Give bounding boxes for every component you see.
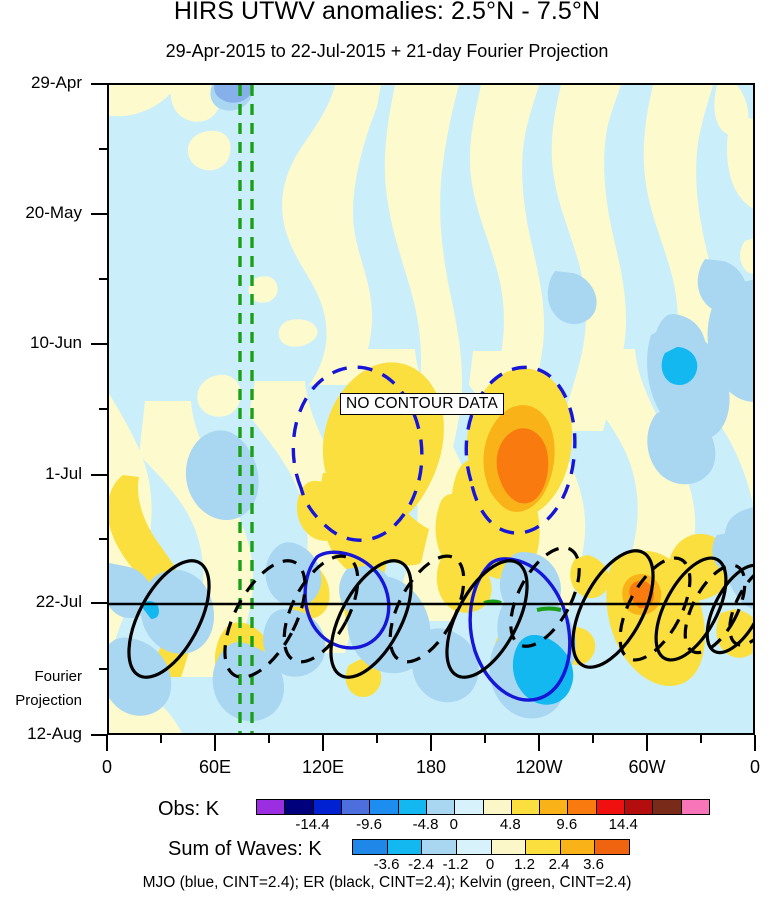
y-axis-label-10-jun: 10-Jun xyxy=(30,333,82,352)
y-tick-major xyxy=(91,213,107,215)
colorbar-obs-label: Obs: K xyxy=(158,798,220,820)
colorbar-segment xyxy=(257,800,286,814)
y-tick-major xyxy=(91,734,107,736)
y-tick-major xyxy=(91,343,107,345)
no-contour-data-badge: NO CONTOUR DATA xyxy=(340,393,504,415)
x-axis-label-60e: 60E xyxy=(198,757,232,777)
colorbar-segment xyxy=(595,840,629,854)
colorbar-tick-label: -4.8 xyxy=(412,816,439,833)
shading-neg-light xyxy=(109,259,753,722)
x-tick-major xyxy=(430,735,432,751)
colorbar-segment xyxy=(540,800,569,814)
fourier-projection-note-line2: Projection xyxy=(15,692,82,709)
y-tick-minor xyxy=(99,408,107,410)
colorbar-segment xyxy=(370,800,399,814)
x-axis-label-60w: 60W xyxy=(628,757,666,777)
x-axis-label-0w: 0 xyxy=(749,757,761,777)
colorbar-segment xyxy=(353,840,388,854)
kelvin-contour-segments xyxy=(483,599,562,612)
colorbar-segment xyxy=(681,800,709,814)
colorbar-segment xyxy=(456,840,492,854)
colorbar-segment xyxy=(596,800,626,814)
colorbar-segment xyxy=(313,800,342,814)
colorbar-segment xyxy=(426,800,456,814)
colorbar-tick-label: 0 xyxy=(485,856,495,873)
colorbar-tick-label: 14.4 xyxy=(608,816,638,833)
colorbar-tick-label: -2.4 xyxy=(408,856,434,873)
colorbar-segment xyxy=(398,800,427,814)
colorbar-segment xyxy=(483,800,512,814)
colorbar-tick-label: 4.8 xyxy=(499,816,521,833)
y-axis-label-1-jul: 1-Jul xyxy=(45,464,82,483)
x-tick-major xyxy=(214,735,216,751)
y-axis-label-22-jul: 22-Jul xyxy=(35,592,82,611)
colorbar-obs-swatches xyxy=(256,799,710,815)
colorbar-tick-label: -1.2 xyxy=(442,856,469,873)
mjo-contours-solid xyxy=(303,550,572,702)
colorbar-segment xyxy=(526,840,561,854)
shading-neg-medium xyxy=(142,347,698,705)
y-tick-minor xyxy=(99,148,107,150)
x-axis-label-120e: 120E xyxy=(301,757,345,777)
colorbar-tick-label: 3.6 xyxy=(583,856,604,873)
y-axis-label-29-apr: 29-Apr xyxy=(30,73,82,92)
colorbar-segment xyxy=(285,800,314,814)
x-tick-minor xyxy=(160,735,162,743)
x-axis-label-0e: 0 xyxy=(101,757,113,777)
colorbar-tick-label: 1.2 xyxy=(514,856,535,873)
x-axis-label-180: 180 xyxy=(415,757,447,777)
colorbar-segment xyxy=(560,840,596,854)
colorbar-segment xyxy=(568,800,597,814)
y-axis-label-20-may: 20-May xyxy=(25,203,82,222)
colorbar-segment xyxy=(653,800,682,814)
x-tick-major xyxy=(754,735,756,751)
colorbar-segment xyxy=(455,800,484,814)
colorbar-segment xyxy=(387,840,423,854)
colorbar-segment xyxy=(625,800,654,814)
figure-caption: MJO (blue, CINT=2.4); ER (black, CINT=2.… xyxy=(142,874,632,891)
x-tick-minor xyxy=(484,735,486,743)
kelvin-wave-lines xyxy=(238,85,254,733)
colorbar-segment xyxy=(511,800,541,814)
page-subtitle: 29-Apr-2015 to 22-Jul-2015 + 21-day Four… xyxy=(165,41,609,61)
y-tick-minor xyxy=(99,538,107,540)
colorbar-waves-label: Sum of Waves: K xyxy=(168,838,322,860)
x-tick-major xyxy=(106,735,108,751)
colorbar-tick-label: -9.6 xyxy=(356,816,382,833)
colorbar-tick-label: 0 xyxy=(449,816,458,833)
x-tick-minor xyxy=(376,735,378,743)
colorbar-segment xyxy=(422,840,457,854)
y-tick-minor xyxy=(99,668,107,670)
y-tick-major xyxy=(91,83,107,85)
colorbar-tick-label: -14.4 xyxy=(295,816,330,833)
x-axis-label-120w: 120W xyxy=(515,757,563,777)
hovmoller-plot xyxy=(107,83,755,735)
shading-neg-top-core xyxy=(214,85,253,103)
colorbar-obs-ticklabels: -14.4 -9.6 -4.8 0 4.8 9.6 14.4 xyxy=(256,816,708,836)
page-title: HIRS UTWV anomalies: 2.5°N - 7.5°N xyxy=(173,0,601,25)
y-tick-minor xyxy=(99,278,107,280)
x-tick-minor xyxy=(592,735,594,743)
y-axis-label-12-aug: 12-Aug xyxy=(27,724,82,743)
er-contours-solid xyxy=(127,549,753,679)
colorbar-waves-swatches xyxy=(352,839,630,855)
colorbar-segment xyxy=(491,840,527,854)
y-tick-major xyxy=(91,474,107,476)
plot-canvas xyxy=(109,85,753,733)
x-tick-minor xyxy=(268,735,270,743)
colorbar-tick-label: 9.6 xyxy=(556,816,578,833)
fourier-projection-note-line1: Fourier xyxy=(34,668,82,685)
x-tick-major xyxy=(322,735,324,751)
x-tick-major xyxy=(538,735,540,751)
colorbar-tick-label: 2.4 xyxy=(548,856,570,873)
x-tick-minor xyxy=(700,735,702,743)
colorbar-tick-label: -3.6 xyxy=(373,856,400,873)
colorbar-segment xyxy=(341,800,371,814)
x-tick-major xyxy=(646,735,648,751)
colorbar-waves-ticklabels: -3.6 -2.4 -1.2 0 1.2 2.4 3.6 xyxy=(352,856,628,876)
y-tick-major xyxy=(91,602,107,604)
